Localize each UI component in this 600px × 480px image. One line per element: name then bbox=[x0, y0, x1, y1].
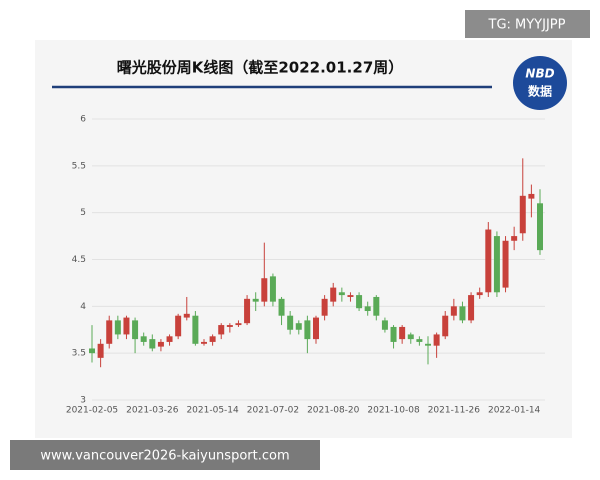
candle-body bbox=[321, 298, 328, 316]
candle-body bbox=[338, 292, 345, 296]
card bbox=[35, 40, 572, 438]
candle-body bbox=[235, 323, 242, 326]
candle-body bbox=[537, 203, 543, 251]
candle-body bbox=[183, 313, 190, 318]
y-tick-label: 5 bbox=[80, 208, 86, 218]
candle-body bbox=[252, 298, 259, 302]
candle-body bbox=[278, 298, 285, 316]
candle-body bbox=[218, 325, 225, 335]
candle-body bbox=[114, 320, 121, 335]
candle-body bbox=[381, 320, 388, 330]
candle-body bbox=[261, 278, 268, 302]
candle-body bbox=[502, 240, 509, 288]
candle-body bbox=[304, 320, 311, 340]
candle-body bbox=[407, 334, 414, 340]
overlay-bottom: www.vancouver2026-kaiyunsport.com bbox=[40, 449, 289, 464]
x-tick-label: 2021-10-08 bbox=[367, 406, 420, 416]
x-tick-label: 2021-05-14 bbox=[186, 406, 239, 416]
candle-body bbox=[140, 336, 147, 342]
candle-body bbox=[97, 343, 104, 358]
candle-body bbox=[450, 306, 457, 316]
candle-body bbox=[468, 295, 475, 321]
candle-body bbox=[390, 326, 397, 342]
y-tick-label: 6 bbox=[80, 115, 86, 125]
candle-body bbox=[209, 336, 216, 342]
x-tick-label: 2021-07-02 bbox=[247, 406, 299, 416]
badge bbox=[513, 56, 567, 110]
candle-body bbox=[157, 341, 164, 347]
candle-body bbox=[519, 195, 526, 234]
candle-body bbox=[511, 236, 518, 241]
candle-body bbox=[89, 348, 95, 354]
overlay-box bbox=[10, 440, 320, 470]
candle-body bbox=[364, 306, 371, 312]
candle-body bbox=[416, 339, 423, 342]
candle-body bbox=[123, 317, 130, 335]
y-tick-label: 3 bbox=[80, 396, 86, 406]
y-tick-label: 5.5 bbox=[72, 161, 86, 171]
candle-body bbox=[330, 287, 337, 302]
candle-body bbox=[295, 323, 302, 330]
candle-body bbox=[287, 315, 294, 330]
x-tick-label: 2021-02-05 bbox=[66, 406, 118, 416]
candle-body bbox=[106, 320, 113, 344]
candle-body bbox=[433, 334, 440, 346]
overlay-box bbox=[465, 10, 590, 38]
overlay-top: TG: MYYJJPP bbox=[488, 18, 566, 33]
candle-body bbox=[459, 306, 466, 321]
candle-body bbox=[313, 317, 319, 340]
y-tick-label: 4.5 bbox=[72, 255, 86, 265]
candle-body bbox=[485, 229, 492, 293]
x-tick-label: 2021-08-20 bbox=[307, 406, 360, 416]
candle-body bbox=[356, 295, 363, 309]
candle-body bbox=[476, 292, 483, 296]
candle-body bbox=[166, 336, 173, 342]
x-tick-label: 2021-03-26 bbox=[126, 406, 179, 416]
candle-body bbox=[493, 236, 500, 293]
candle-body bbox=[373, 296, 380, 316]
candle-body bbox=[175, 315, 182, 337]
candle-body bbox=[226, 325, 233, 327]
candle-body bbox=[149, 339, 156, 349]
candle-body bbox=[201, 341, 207, 344]
x-tick-label: 2022-01-14 bbox=[488, 406, 541, 416]
candle-body bbox=[399, 326, 406, 340]
x-tick-label: 2021-11-26 bbox=[428, 406, 481, 416]
badge-line1: NBD bbox=[525, 67, 554, 81]
y-tick-label: 4 bbox=[80, 302, 86, 312]
candle-body bbox=[347, 295, 354, 297]
candle-body bbox=[244, 298, 251, 324]
y-tick-label: 3.5 bbox=[72, 349, 86, 359]
candle-body bbox=[425, 343, 431, 346]
candle-body bbox=[132, 320, 139, 340]
candle-body bbox=[269, 276, 276, 302]
candle-body bbox=[442, 315, 449, 337]
candle-body bbox=[192, 315, 199, 344]
badge-line2: 数据 bbox=[528, 84, 552, 99]
candle-body bbox=[528, 193, 535, 199]
chart-title: 曙光股份周K线图（截至2022.01.27周） bbox=[117, 59, 404, 77]
